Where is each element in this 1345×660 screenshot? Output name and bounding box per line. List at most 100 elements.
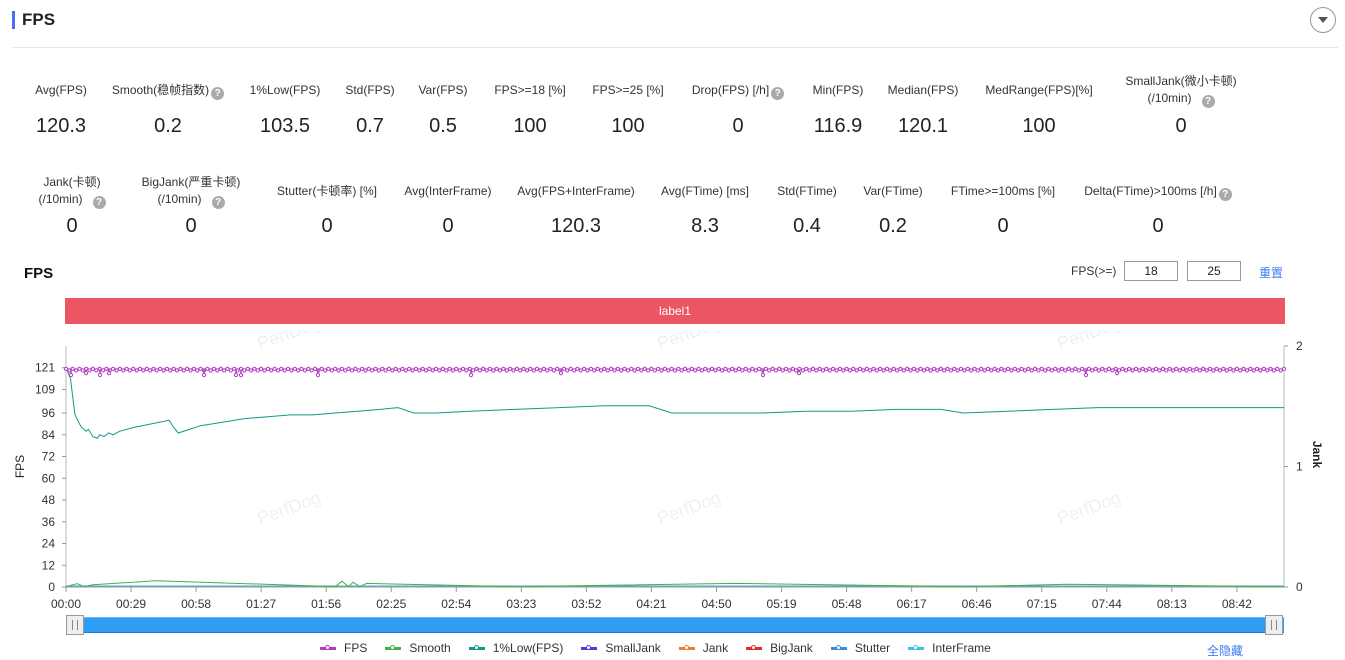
- fps-point: [208, 368, 213, 373]
- help-icon[interactable]: ?: [211, 87, 225, 100]
- fps-point: [1184, 368, 1189, 373]
- fps-point: [447, 366, 452, 371]
- fps-point: [770, 366, 775, 371]
- fps-point: [333, 366, 338, 371]
- legend-item-1-low-fps[interactable]: 1%Low(FPS): [468, 641, 563, 655]
- stat-fps-25: FPS>=25 [%] 100: [538, 82, 718, 137]
- help-icon[interactable]: ?: [771, 87, 785, 100]
- fps-point: [94, 368, 99, 373]
- fps-point: [689, 366, 694, 371]
- fps-point: [403, 368, 408, 373]
- y-tick-label: 36: [42, 515, 56, 529]
- fps-point: [1133, 366, 1139, 371]
- fps-point: [134, 368, 139, 373]
- legend-item-jank[interactable]: Jank: [678, 641, 728, 655]
- fps-point: [958, 366, 964, 371]
- fps-point: [582, 366, 587, 371]
- stat-value: 100: [513, 115, 547, 137]
- stat-label-text: FTime>=100ms [%]: [950, 184, 1056, 198]
- fps-point: [545, 368, 550, 373]
- fps-point: [413, 366, 418, 371]
- fps-point: [874, 368, 880, 373]
- fps-point: [703, 366, 708, 371]
- fps-point: [814, 368, 819, 373]
- fps-point: [1019, 366, 1024, 371]
- fps-point: [117, 366, 122, 371]
- fps-point: [851, 366, 856, 371]
- time-range-slider[interactable]: [66, 617, 1284, 633]
- fps-point: [124, 366, 129, 371]
- fps-point: [393, 366, 398, 371]
- help-icon[interactable]: ?: [211, 196, 225, 209]
- fps-point: [1063, 368, 1068, 373]
- help-icon[interactable]: ?: [92, 196, 106, 209]
- fps-point: [312, 366, 318, 371]
- threshold-input-1[interactable]: [1124, 261, 1178, 281]
- fps-point: [871, 366, 876, 371]
- slider-handle-left[interactable]: [66, 615, 84, 635]
- legend-item-stutter[interactable]: Stutter: [830, 641, 890, 655]
- fps-point: [178, 366, 183, 371]
- fps-point: [938, 366, 943, 371]
- fps-point: [1127, 366, 1132, 371]
- x-tick-label: 07:15: [1027, 597, 1057, 611]
- fps-point: [1177, 368, 1182, 373]
- legend-item-bigjank[interactable]: BigJank: [746, 641, 813, 655]
- fps-point: [366, 366, 371, 371]
- fps-point: [716, 366, 721, 371]
- stat-label-unit: (/10min): [157, 192, 202, 206]
- fps-point: [353, 366, 358, 371]
- fps-point: [942, 368, 947, 373]
- fps-point: [609, 366, 614, 371]
- reset-button[interactable]: 重置: [1259, 266, 1284, 280]
- fps-point: [252, 366, 257, 371]
- help-icon[interactable]: ?: [1218, 188, 1232, 201]
- collapse-button[interactable]: [1310, 7, 1336, 33]
- fps-point: [777, 366, 782, 371]
- slider-handle-right[interactable]: [1265, 615, 1283, 635]
- fps-point: [955, 368, 960, 373]
- help-icon[interactable]: ?: [1201, 95, 1215, 108]
- fps-point: [380, 366, 385, 371]
- fps-point: [161, 368, 166, 373]
- legend-item-fps[interactable]: FPS: [320, 641, 367, 655]
- fps-point: [952, 366, 957, 371]
- fps-point: [1150, 368, 1155, 373]
- legend-swatch-icon: [746, 644, 763, 650]
- fps-point: [757, 366, 762, 371]
- fps-point: [397, 368, 402, 373]
- stat-label: Median(FPS): [833, 82, 1013, 99]
- fps-point: [457, 368, 462, 373]
- fps-point: [740, 368, 745, 373]
- legend-item-smalljank[interactable]: SmallJank: [581, 641, 661, 655]
- fps-point: [427, 366, 432, 371]
- fps-point: [336, 368, 341, 373]
- stat-value: 100: [611, 115, 645, 137]
- fps-point: [676, 366, 681, 371]
- legend-swatch-icon: [320, 644, 336, 650]
- fps-point: [915, 368, 920, 373]
- hide-all-button[interactable]: 全隐藏: [1207, 644, 1244, 658]
- legend-item-smooth[interactable]: Smooth: [385, 641, 451, 655]
- fps-point: [1096, 368, 1102, 373]
- stat-label: 1%Low(FPS): [195, 82, 375, 99]
- fps-point: [282, 368, 287, 373]
- threshold-input-2[interactable]: [1187, 261, 1241, 281]
- fps-point: [844, 366, 849, 371]
- label-bar[interactable]: label1: [65, 298, 1285, 324]
- legend-item-interframe[interactable]: InterFrame: [908, 641, 991, 655]
- fps-chart[interactable]: PerfDog PerfDog PerfDog PerfDog PerfDog PerfD…: [0, 330, 1345, 615]
- legend-label: BigJank: [770, 641, 813, 655]
- fps-point: [1076, 368, 1081, 373]
- fps-point: [1244, 368, 1250, 373]
- stat-value: 0: [1175, 115, 1187, 137]
- stat-std-ftime: Std(FTime) 0.4: [717, 183, 897, 237]
- fps-point: [390, 368, 395, 373]
- fps-point: [612, 368, 617, 373]
- fps-point: [245, 366, 250, 371]
- fps-point: [989, 368, 994, 373]
- fps-point: [74, 368, 79, 373]
- stat-smalljank: SmallJank(微小卡顿) (/10min)? 0: [1091, 73, 1271, 137]
- fps-point: [632, 368, 637, 373]
- legend-swatch-icon: [581, 644, 598, 650]
